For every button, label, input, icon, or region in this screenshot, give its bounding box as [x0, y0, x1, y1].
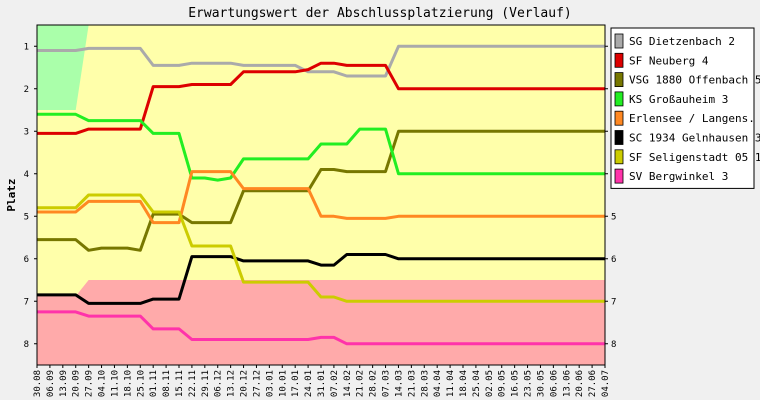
x-tick-label: 29.11 — [201, 370, 211, 397]
x-tick-label: 20.06 — [575, 370, 585, 397]
x-tick-label: 04.10 — [98, 370, 108, 397]
legend-label: SC 1934 Gelnhausen 3 — [629, 132, 760, 145]
x-tick-label: 13.12 — [227, 370, 237, 397]
series-line-8 — [37, 310, 605, 346]
legend-label: VSG 1880 Offenbach 5 — [629, 74, 760, 87]
legend-label: SG Dietzenbach 2 — [629, 35, 735, 48]
x-tick-label: 03.01 — [265, 370, 275, 397]
x-tick-label: 27.09 — [85, 370, 95, 397]
legend-swatch — [614, 52, 624, 68]
y-tick-label-left: 7 — [24, 297, 29, 307]
legend: SG Dietzenbach 2 SF Neuberg 4 VSG 1880 Off… — [610, 27, 760, 189]
x-tick-label: 21.03 — [407, 370, 417, 397]
zone-abstieg — [37, 280, 605, 365]
x-tick-label: 04.07 — [601, 370, 611, 397]
series-line-7 — [37, 193, 605, 303]
x-tick-label: 21.02 — [356, 370, 366, 397]
x-tick-label: 09.05 — [498, 370, 508, 397]
series-line-2 — [37, 61, 605, 135]
series-line-6 — [37, 253, 605, 305]
x-tick-label: 25.04 — [472, 370, 482, 397]
zone-mittelfeld-step — [37, 280, 89, 297]
x-tick-label: 31.01 — [317, 370, 327, 397]
x-tick-label: 06.09 — [46, 370, 56, 397]
legend-label: KS Großauheim 3 — [629, 93, 728, 106]
chart-title: Erwartungswert der Abschlussplatzierung … — [188, 6, 572, 21]
y-tick-label-right: 7 — [611, 297, 616, 307]
legend-swatch — [614, 149, 624, 165]
series-line-1 — [37, 44, 605, 78]
x-tick-label: 23.05 — [524, 370, 534, 397]
x-tick-label: 28.03 — [420, 370, 430, 397]
legend-swatch — [614, 91, 624, 107]
x-tick-label: 08.11 — [162, 370, 172, 397]
legend-label: SV Bergwinkel 3 — [629, 170, 728, 183]
x-tick-label: 02.05 — [485, 370, 495, 397]
x-tick-label: 27.12 — [252, 370, 262, 397]
x-tick-label: 20.09 — [72, 370, 82, 397]
x-tick-label: 17.01 — [291, 370, 301, 397]
x-tick-label: 20.12 — [240, 370, 250, 397]
x-tick-label: 04.04 — [433, 370, 443, 397]
series-line-4 — [37, 112, 605, 182]
y-tick-label-right: 8 — [611, 340, 616, 350]
x-tick-label: 16.05 — [511, 370, 521, 397]
y-tick-label-right: 6 — [611, 255, 616, 265]
series-line-3 — [37, 129, 605, 252]
legend-swatch — [614, 33, 624, 49]
x-tick-label: 11.04 — [446, 370, 456, 397]
y-tick-label-left: 5 — [24, 212, 29, 222]
legend-swatch — [614, 130, 624, 145]
y-tick-label-left: 1 — [24, 42, 29, 52]
x-tick-label: 06.06 — [549, 370, 559, 397]
x-tick-label: 07.03 — [382, 370, 392, 397]
series-layer — [37, 44, 605, 346]
legend-swatch — [614, 168, 624, 184]
x-axis: 30.08 06.09 13.09 20.09 27.09 04.10 11.10 18.10… — [33, 365, 611, 397]
zone-aufstieg — [37, 25, 89, 110]
x-tick-label: 06.12 — [214, 370, 224, 397]
x-tick-label: 13.09 — [59, 370, 69, 397]
x-tick-label: 14.02 — [343, 370, 353, 397]
zone-mittelfeld — [37, 25, 605, 280]
x-tick-label: 18.10 — [123, 370, 133, 397]
x-tick-label: 27.06 — [588, 370, 598, 397]
x-tick-label: 15.11 — [175, 370, 185, 397]
x-tick-label: 28.02 — [369, 370, 379, 397]
plot-background — [37, 25, 605, 365]
x-tick-label: 24.01 — [304, 370, 314, 397]
y-tick-label-left: 6 — [24, 255, 29, 265]
x-tick-label: 30.05 — [536, 370, 546, 397]
y-axis-left: 1 2 3 4 5 6 7 8 — [24, 42, 37, 350]
y-tick-label-left: 4 — [24, 170, 29, 180]
x-tick-label: 13.06 — [562, 370, 572, 397]
series-line-5 — [37, 170, 605, 225]
x-tick-label: 11.10 — [110, 370, 120, 397]
legend-box — [610, 27, 755, 189]
legend-swatch — [614, 72, 624, 87]
x-tick-label: 30.08 — [33, 370, 43, 397]
legend-swatch — [614, 110, 624, 126]
x-tick-label: 01.11 — [149, 370, 159, 397]
y-axis-label: Platz — [5, 178, 18, 211]
x-tick-label: 10.01 — [278, 370, 288, 397]
y-tick-label-right: 5 — [611, 212, 616, 222]
x-tick-label: 18.04 — [459, 370, 469, 397]
legend-label: SF Seligenstadt 05 1 — [629, 151, 760, 164]
x-tick-label: 22.11 — [188, 370, 198, 397]
y-tick-label-left: 3 — [24, 127, 29, 137]
x-tick-label: 14.03 — [394, 370, 404, 397]
x-tick-label: 25.10 — [136, 370, 146, 397]
legend-label: SF Neuberg 4 — [629, 54, 709, 67]
legend-label: Erlensee / Langens. 3 — [629, 112, 760, 125]
y-tick-label-left: 8 — [24, 340, 29, 350]
x-tick-label: 07.02 — [330, 370, 340, 397]
y-tick-label-left: 2 — [24, 85, 29, 95]
